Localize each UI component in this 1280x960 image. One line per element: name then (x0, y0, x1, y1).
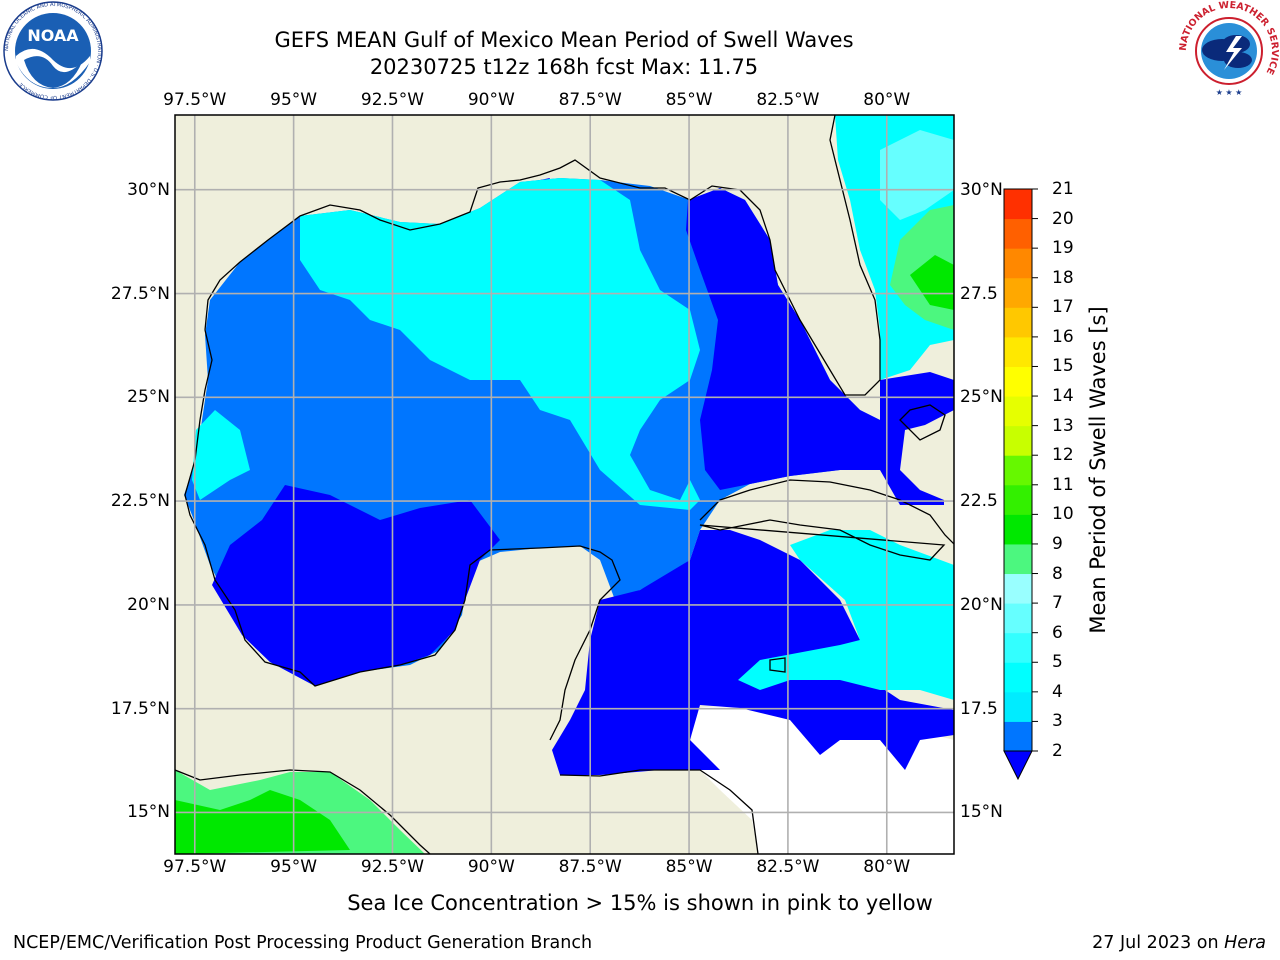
colorbar-segment (1004, 425, 1032, 456)
low-period-zone-bahamas (880, 372, 954, 505)
colorbar (1003, 188, 1038, 781)
longitude-label: 92.5°W (360, 90, 425, 110)
colorbar-tick-label: 12 (1052, 445, 1074, 466)
nws-logo: NATIONAL WEATHER SERVICE ★ ★ ★ (1178, 0, 1280, 100)
footer-host: Hera (1224, 933, 1266, 953)
longitude-label: 82.5°W (756, 857, 820, 877)
longitude-label: 80°W (863, 90, 911, 110)
longitude-label: 87.5°W (558, 90, 622, 110)
colorbar-segment (1004, 573, 1032, 604)
map-title: GEFS MEAN Gulf of Mexico Mean Period of … (274, 28, 854, 52)
colorbar-segment (1004, 248, 1032, 279)
colorbar-tick-label: 10 (1052, 504, 1074, 525)
latitude-label: 17.5 (960, 698, 998, 719)
longitude-label: 95°W (270, 857, 318, 877)
latitude-label: 20°N (127, 594, 170, 615)
latitude-label: 17.5°N (110, 698, 170, 719)
longitude-label: 97.5°W (163, 857, 227, 877)
colorbar-segment (1004, 484, 1032, 515)
colorbar-segment (1004, 277, 1032, 308)
longitude-label: 92.5°W (360, 857, 425, 877)
latitude-label: 30°N (127, 179, 170, 200)
colorbar-tick-label: 13 (1052, 415, 1074, 436)
latitude-label: 22.5 (960, 491, 998, 512)
colorbar-segment (1004, 662, 1032, 693)
colorbar-segment (1004, 691, 1032, 722)
map-frame (174, 114, 955, 855)
sea-ice-note: Sea Ice Concentration > 15% is shown in … (347, 891, 933, 915)
high-period-zone-west-gulf (192, 410, 250, 500)
footer-credit: NCEP/EMC/Verification Post Processing Pr… (13, 933, 593, 953)
colorbar-segment (1004, 396, 1032, 427)
map-subtitle: 20230725 t12z 168h fcst Max: 11.75 (369, 55, 759, 79)
colorbar-segment (1004, 632, 1032, 663)
high-period-zone-caribbean (738, 530, 954, 700)
low-period-zone-caribbean (552, 530, 954, 775)
colorbar-segment (1004, 455, 1032, 486)
longitude-label: 90°W (467, 857, 515, 877)
colorbar-tick-label: 11 (1052, 474, 1074, 495)
colorbar-tick-label: 3 (1052, 711, 1063, 732)
colorbar-tick-label: 5 (1052, 652, 1063, 673)
colorbar-tick-label: 17 (1052, 297, 1074, 318)
colorbar-segment (1004, 218, 1032, 249)
longitude-label: 80°W (863, 857, 911, 877)
colorbar-tick-label: 18 (1052, 267, 1074, 288)
colorbar-tick-label: 15 (1052, 356, 1074, 377)
longitude-label: 82.5°W (756, 90, 820, 110)
colorbar-tick-label: 14 (1052, 386, 1074, 407)
colorbar-tick-label: 9 (1052, 533, 1063, 554)
colorbar-tick-label: 21 (1052, 179, 1074, 199)
longitude-label: 90°W (467, 90, 515, 110)
colorbar-tick-label: 4 (1052, 681, 1063, 702)
noaa-logo-text: NOAA (27, 26, 79, 45)
high-period-zone-light-atlantic (880, 130, 954, 220)
latitude-label: 27.5 (960, 283, 998, 304)
longitude-label: 97.5°W (163, 90, 227, 110)
colorbar-segment (1004, 543, 1032, 575)
colorbar-tick-label: 2 (1052, 741, 1063, 761)
high-period-zone-central-gulf (300, 178, 700, 510)
noaa-logo: NOAA NATIONAL OCEANIC AND ATMOSPHERIC AD… (3, 1, 103, 101)
colorbar-segment (1004, 603, 1032, 634)
footer-date: 27 Jul 2023 on Hera (1092, 933, 1266, 953)
latitude-label: 15°N (127, 802, 170, 823)
longitude-label: 85°W (665, 90, 713, 110)
colorbar-segment (1004, 366, 1032, 397)
colorbar-tick-label: 8 (1052, 563, 1063, 584)
longitude-label: 87.5°W (558, 857, 622, 877)
colorbar-tick-label: 7 (1052, 593, 1063, 614)
footer-date-text: 27 Jul 2023 on (1092, 933, 1225, 953)
colorbar-tick-label: 19 (1052, 238, 1074, 259)
low-period-zone-sw-gulf (212, 485, 500, 686)
colorbar-tick-label: 16 (1052, 326, 1074, 347)
low-period-zone-ne-gulf (686, 188, 880, 490)
pacific-peak-zone (175, 790, 350, 854)
latitude-label: 27.5°N (110, 283, 170, 304)
colorbar-segment (1004, 514, 1032, 545)
latitude-label: 15°N (960, 802, 1003, 823)
colorbar-frame (1003, 188, 1033, 752)
colorbar-tick-label: 6 (1052, 622, 1063, 643)
colorbar-segment (1004, 307, 1032, 338)
colorbar-extend-arrow (1003, 750, 1033, 781)
longitude-label: 95°W (270, 90, 318, 110)
graticule (175, 115, 954, 854)
colorbar-segment (1004, 189, 1032, 220)
peak-period-zone-atlantic (910, 255, 954, 310)
latitude-label: 30°N (960, 179, 1003, 200)
latitude-label: 25°N (960, 387, 1003, 408)
colorbar-segment (1004, 336, 1032, 367)
longitude-label: 85°W (665, 857, 713, 877)
colorbar-tick-label: 20 (1052, 208, 1074, 229)
latitude-label: 25°N (127, 387, 170, 408)
latitude-label: 20°N (960, 594, 1003, 615)
colorbar-segment (1004, 721, 1032, 752)
latitude-label: 22.5°N (110, 491, 170, 512)
colorbar-label: Mean Period of Swell Waves [s] (1086, 306, 1110, 634)
svg-text:★ ★ ★: ★ ★ ★ (1216, 88, 1243, 97)
coastline (175, 115, 954, 854)
